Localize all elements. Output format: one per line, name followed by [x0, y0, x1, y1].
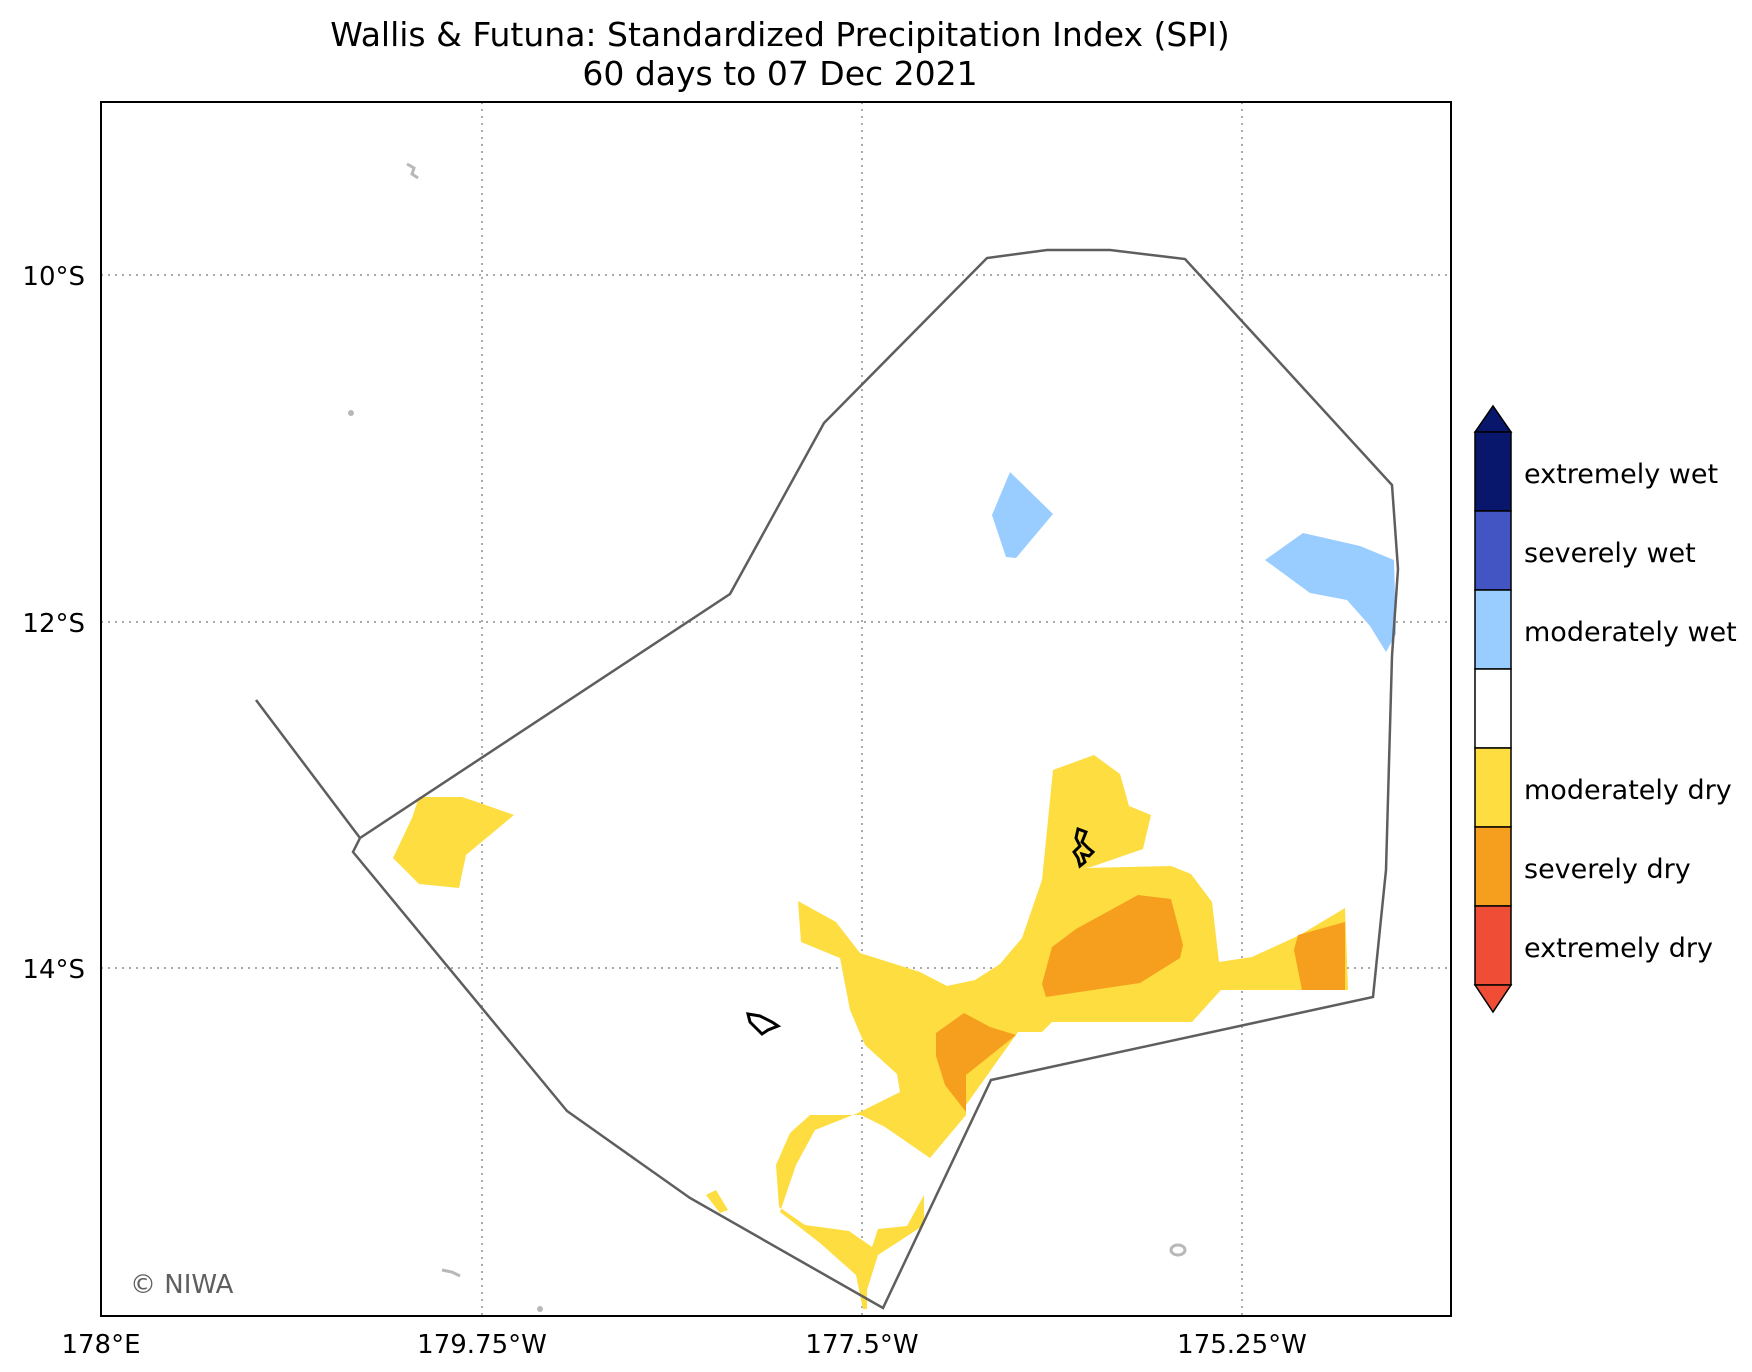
- lat-tick-label: 12°S: [22, 609, 85, 639]
- legend-label-moderately-wet: moderately wet: [1524, 617, 1737, 648]
- severe-dry-patch: [1294, 922, 1345, 990]
- niwa-credit: © NIWA: [130, 1270, 234, 1300]
- legend-label-severely-wet: severely wet: [1524, 538, 1696, 569]
- lon-tick-label: 178°E: [61, 1330, 140, 1360]
- island-outline: [406, 162, 419, 180]
- severely-dry-regions: [936, 895, 1345, 1112]
- dry-patch: [776, 755, 1348, 1309]
- colorbar-swatch: [1474, 431, 1512, 512]
- colorbar-swatch: [1474, 747, 1512, 828]
- wet-patch: [1265, 533, 1396, 652]
- map-frame: [100, 101, 1452, 1317]
- futuna-island: [745, 1012, 782, 1036]
- colorbar-extend-up: [1473, 404, 1513, 433]
- colorbar-swatch: [1474, 510, 1512, 591]
- wet-patch: [992, 472, 1053, 558]
- legend-label-extremely-wet: extremely wet: [1524, 459, 1719, 490]
- colorbar-swatch: [1474, 826, 1512, 907]
- island-outline: [537, 1306, 543, 1312]
- legend-label-severely-dry: severely dry: [1524, 854, 1691, 885]
- map-title: Wallis & Futuna: Standardized Precipitat…: [330, 15, 1230, 54]
- island-outline: [441, 1268, 461, 1278]
- colorbar: [1473, 404, 1513, 1014]
- wallis-island: [1072, 826, 1096, 869]
- severe-dry-patch: [936, 1013, 1016, 1112]
- islands: [745, 826, 1096, 1036]
- lon-tick-label: 177.5°W: [805, 1330, 918, 1360]
- lon-tick-label: 179.75°W: [417, 1330, 547, 1360]
- dry-patch: [706, 1190, 728, 1213]
- colorbar-swatch: [1474, 668, 1512, 749]
- lat-tick-labels: 10°S 12°S 14°S: [22, 262, 85, 985]
- island-outline: [348, 410, 354, 416]
- colorbar-swatch: [1474, 589, 1512, 670]
- lon-tick-labels: 178°E 179.75°W 177.5°W 175.25°W: [61, 1330, 1306, 1360]
- graticule: [101, 102, 1451, 1316]
- moderately-wet-regions: [992, 472, 1396, 652]
- lon-tick-label: 175.25°W: [1177, 1330, 1307, 1360]
- island-outline: [1169, 1243, 1187, 1257]
- map-subtitle: 60 days to 07 Dec 2021: [582, 54, 978, 93]
- legend-label-extremely-dry: extremely dry: [1524, 933, 1714, 964]
- lat-tick-label: 14°S: [22, 955, 85, 985]
- dry-patch: [393, 797, 514, 888]
- map-area: [101, 102, 1451, 1316]
- eez-boundary: [255, 248, 1400, 1310]
- severe-dry-patch: [1042, 895, 1183, 997]
- colorbar-extend-down: [1473, 984, 1513, 1014]
- outlying-islands: [348, 162, 1187, 1312]
- lat-tick-label: 10°S: [22, 262, 85, 292]
- colorbar-swatch: [1474, 905, 1512, 986]
- legend-label-moderately-dry: moderately dry: [1524, 775, 1732, 806]
- moderately-dry-regions: [393, 755, 1348, 1309]
